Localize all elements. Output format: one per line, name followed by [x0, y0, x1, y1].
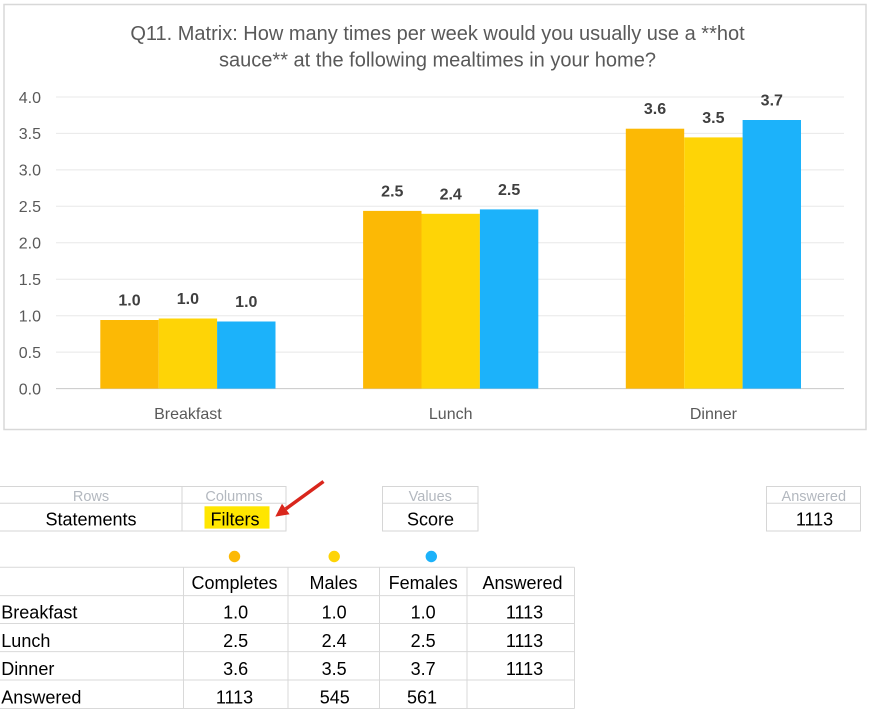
- svg-text:1.0: 1.0: [223, 603, 248, 623]
- svg-text:2.4: 2.4: [322, 631, 347, 651]
- svg-text:1.0: 1.0: [19, 309, 41, 326]
- svg-text:sauce** at the following mealt: sauce** at the following mealtimes in yo…: [219, 50, 656, 72]
- svg-text:1113: 1113: [506, 603, 543, 623]
- svg-text:Q11. Matrix: How many times pe: Q11. Matrix: How many times per week wou…: [130, 23, 745, 45]
- svg-text:3.0: 3.0: [19, 163, 41, 180]
- svg-text:2.0: 2.0: [19, 236, 41, 253]
- svg-text:Statements: Statements: [45, 509, 136, 529]
- svg-text:3.5: 3.5: [19, 126, 41, 143]
- svg-text:3.5: 3.5: [702, 110, 724, 127]
- svg-text:2.5: 2.5: [223, 631, 248, 651]
- svg-text:Breakfast: Breakfast: [154, 406, 222, 423]
- svg-text:3.7: 3.7: [761, 93, 783, 110]
- svg-text:Answered: Answered: [482, 573, 562, 593]
- svg-text:1.0: 1.0: [235, 294, 257, 311]
- svg-text:1.0: 1.0: [411, 603, 436, 623]
- svg-text:561: 561: [407, 688, 437, 708]
- svg-text:Dinner: Dinner: [1, 659, 54, 679]
- svg-text:Score: Score: [407, 509, 454, 529]
- svg-text:1.0: 1.0: [118, 293, 140, 310]
- svg-text:Answered: Answered: [1, 688, 81, 708]
- svg-text:1.5: 1.5: [19, 272, 41, 289]
- svg-text:0.5: 0.5: [19, 345, 41, 362]
- svg-text:2.5: 2.5: [498, 182, 520, 199]
- svg-text:Lunch: Lunch: [429, 406, 473, 423]
- svg-text:2.5: 2.5: [19, 199, 41, 216]
- svg-text:4.0: 4.0: [19, 90, 41, 107]
- svg-text:Breakfast: Breakfast: [1, 603, 77, 623]
- svg-text:545: 545: [320, 688, 350, 708]
- svg-text:1113: 1113: [506, 631, 543, 651]
- svg-text:Lunch: Lunch: [1, 631, 50, 651]
- svg-text:1.0: 1.0: [177, 291, 199, 308]
- svg-text:3.5: 3.5: [322, 659, 347, 679]
- svg-text:2.5: 2.5: [411, 631, 436, 651]
- svg-text:Filters: Filters: [211, 509, 260, 529]
- svg-text:Dinner: Dinner: [690, 406, 738, 423]
- svg-text:3.7: 3.7: [411, 659, 436, 679]
- svg-text:Rows: Rows: [73, 489, 109, 505]
- svg-text:1113: 1113: [796, 509, 833, 529]
- svg-text:3.6: 3.6: [644, 101, 666, 118]
- svg-text:Values: Values: [409, 489, 452, 505]
- svg-text:1113: 1113: [216, 688, 253, 708]
- svg-text:Males: Males: [309, 573, 357, 593]
- svg-text:Answered: Answered: [782, 489, 846, 505]
- svg-text:3.6: 3.6: [223, 659, 248, 679]
- svg-text:2.4: 2.4: [440, 186, 462, 203]
- svg-text:Columns: Columns: [205, 489, 262, 505]
- svg-text:1113: 1113: [506, 659, 543, 679]
- svg-text:Completes: Completes: [191, 573, 277, 593]
- svg-text:0.0: 0.0: [19, 381, 41, 398]
- svg-text:2.5: 2.5: [381, 183, 403, 200]
- svg-text:1.0: 1.0: [322, 603, 347, 623]
- svg-text:Females: Females: [389, 573, 458, 593]
